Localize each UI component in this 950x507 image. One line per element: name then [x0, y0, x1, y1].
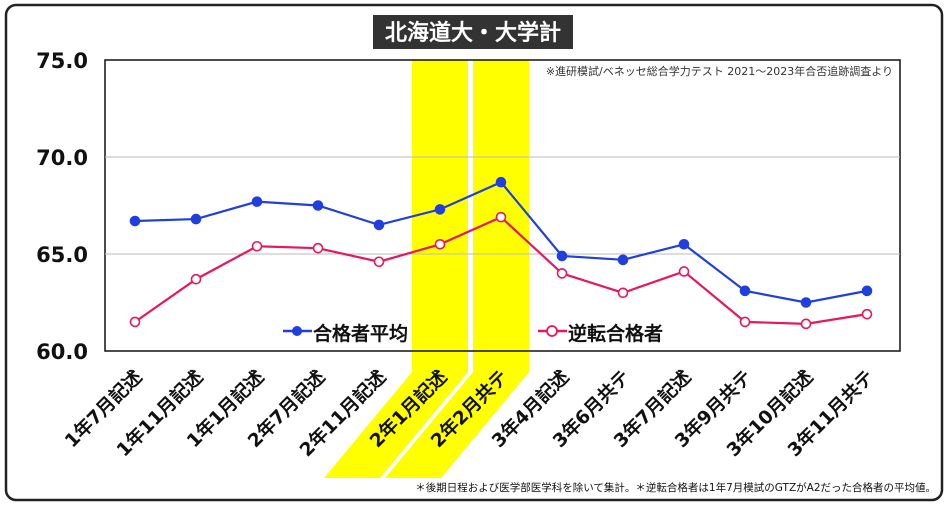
data-point: [556, 268, 568, 279]
data-point: [495, 211, 507, 223]
data-point: [312, 242, 324, 254]
highlight-band-2: [385, 60, 529, 478]
series-1: [129, 176, 873, 308]
legend: 合格者平均 逆転合格者: [283, 322, 663, 345]
y-tick-label: 60.0: [36, 340, 88, 364]
data-point: [495, 176, 507, 188]
data-point: [373, 256, 385, 268]
data-point: [251, 196, 263, 207]
data-point: [678, 266, 690, 277]
series-2: [129, 211, 873, 330]
highlight-band-1: [324, 60, 468, 478]
source-note: ※進研模試/ベネッセ総合学力テスト 2021～2023年合否追跡調査より: [546, 64, 893, 78]
legend-label-blue: 合格者平均: [313, 322, 408, 345]
data-point: [739, 285, 751, 297]
data-point: [129, 215, 141, 227]
data-point: [739, 316, 751, 328]
data-point: [251, 240, 263, 252]
y-tick-label: 65.0: [36, 243, 88, 267]
title-background: [373, 15, 573, 49]
gridlines: [105, 156, 900, 255]
data-point: [129, 316, 141, 328]
plot-area: [104, 59, 901, 352]
legend-label-pink: 逆転合格者: [568, 322, 663, 345]
data-point: [190, 273, 202, 285]
data-point: [800, 318, 812, 330]
chart-title: 北海道大・大学計: [385, 20, 561, 46]
data-point: [861, 308, 873, 320]
legend-item-pink: 逆転合格者: [538, 322, 663, 345]
series-layer: [129, 176, 873, 330]
data-point: [312, 200, 324, 211]
data-point: [861, 285, 873, 297]
highlight-bands: [324, 60, 529, 478]
y-tick-label: 75.0: [36, 49, 88, 73]
footer-note: ＊後期日程および医学部医学科を除いて集計。＊逆転合格者は1年7月模試のGTZがA…: [415, 481, 936, 494]
data-point: [678, 239, 690, 250]
data-point: [190, 213, 202, 225]
y-axis-ticks: 75.0 70.0 65.0 60.0: [36, 49, 88, 364]
data-point: [373, 219, 385, 231]
legend-item-blue: 合格者平均: [283, 322, 408, 345]
data-point: [434, 239, 446, 250]
data-point: [556, 250, 568, 262]
data-point: [617, 254, 629, 266]
data-point: [434, 204, 446, 215]
y-tick-label: 70.0: [36, 146, 88, 170]
data-point: [800, 297, 812, 308]
data-point: [617, 287, 629, 299]
